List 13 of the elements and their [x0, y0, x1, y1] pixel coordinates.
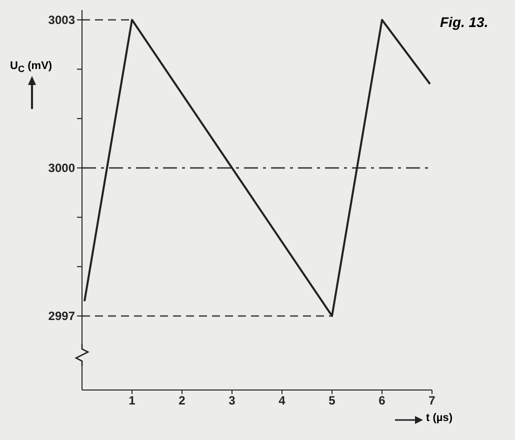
x-tick-label: 7 — [428, 394, 436, 408]
y-tick-label: 3003 — [48, 13, 76, 28]
x-tick-label: 2 — [178, 394, 186, 408]
text: Fig. 13. — [440, 14, 488, 30]
x-tick-label: 4 — [278, 394, 286, 408]
x-tick-label: 5 — [328, 394, 336, 408]
x-tick-label: 6 — [378, 394, 386, 408]
x-tick-label: 3 — [228, 394, 236, 408]
y-tick-label: 2997 — [48, 309, 76, 324]
x-axis-title: t (µs) — [426, 412, 453, 424]
y-axis-title: U$_{C}$ (mV) — [10, 60, 52, 74]
y-tick-label: 3000 — [48, 161, 76, 176]
x-tick-label: 1 — [128, 394, 136, 408]
